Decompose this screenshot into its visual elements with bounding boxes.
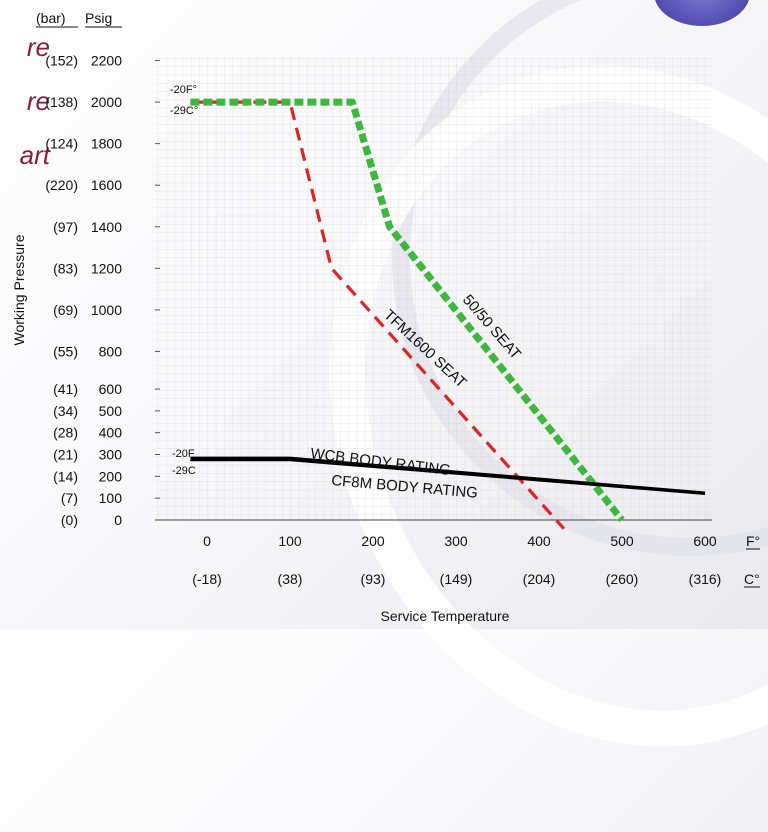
x-tick-c-label: (260) xyxy=(606,571,639,587)
y-tick-label: 100 xyxy=(99,490,123,506)
series-line xyxy=(190,100,566,530)
x-tick-label: 400 xyxy=(527,533,551,549)
y-tick-label: 1200 xyxy=(91,260,122,276)
y-tick-label: 1400 xyxy=(91,219,122,235)
side-title-fragment: re xyxy=(26,32,50,62)
series-line xyxy=(190,458,706,495)
y-tick-bar-label: (28) xyxy=(53,425,78,441)
y-unit-bar-label: (bar) xyxy=(36,10,66,26)
y-tick-bar-label: (34) xyxy=(53,403,78,419)
y-tick-label: 2000 xyxy=(91,94,122,110)
y-tick-bar-label: (69) xyxy=(53,302,78,318)
x-tick-label: 0 xyxy=(203,533,211,549)
y-tick-label: 300 xyxy=(99,447,123,463)
x-unit-f-label: F° xyxy=(746,533,760,549)
x-tick-c-label: (204) xyxy=(523,571,556,587)
y-tick-label: 1600 xyxy=(91,177,122,193)
x-tick-label: 100 xyxy=(278,533,302,549)
y-tick-label: 0 xyxy=(114,512,122,528)
x-axis-title: Service Temperature xyxy=(381,608,510,624)
x-tick-c-label: (316) xyxy=(689,571,722,587)
y-tick-label: 2200 xyxy=(91,53,122,69)
y-tick-bar-label: (41) xyxy=(53,381,78,397)
y-tick-label: 200 xyxy=(99,468,123,484)
annotation-top-f: -20F° xyxy=(170,84,197,96)
y-tick-bar-label: (138) xyxy=(45,94,78,110)
x-tick-label: 500 xyxy=(610,533,634,549)
y-tick-bar-label: (14) xyxy=(53,468,78,484)
x-tick-label: 300 xyxy=(444,533,468,549)
x-tick-label: 200 xyxy=(361,533,385,549)
plot-grid xyxy=(155,57,712,520)
x-tick-c-label: (93) xyxy=(361,571,386,587)
side-title-fragment: re xyxy=(26,86,50,116)
y-tick-label: 800 xyxy=(99,343,123,359)
y-tick-bar-label: (97) xyxy=(53,219,78,235)
pressure-temperature-chart: 0 (0) 100 (7) 200 (14) 300 (21) 400 (28) 500 (34) 60… xyxy=(11,10,760,624)
side-title-fragment: art xyxy=(19,140,50,170)
annotation-top-c: -29C° xyxy=(170,105,198,117)
y-tick-label: 600 xyxy=(99,381,123,397)
y-unit-psig-label: Psig xyxy=(85,10,112,26)
y-tick-bar-label: (152) xyxy=(45,53,78,69)
series-line xyxy=(190,456,706,494)
x-tick-c-label: (149) xyxy=(440,571,473,587)
x-tick-c-label: (-18) xyxy=(192,571,222,587)
y-tick-bar-label: (220) xyxy=(45,177,78,193)
series-line xyxy=(190,98,625,523)
y-tick-bar-label: (21) xyxy=(53,447,78,463)
y-axis-title: Working Pressure xyxy=(11,234,27,345)
y-tick-label: 1000 xyxy=(91,302,122,318)
y-tick-bar-label: (55) xyxy=(53,343,78,359)
y-tick-bar-label: (83) xyxy=(53,260,78,276)
x-tick-c-label: (38) xyxy=(278,571,303,587)
y-tick-label: 400 xyxy=(99,425,123,441)
y-tick-bar-label: (0) xyxy=(61,512,78,528)
x-unit-c-label: C° xyxy=(744,571,760,587)
y-tick-bar-label: (124) xyxy=(45,136,78,152)
y-tick-label: 1800 xyxy=(91,136,122,152)
annotation-low-f: -20F xyxy=(172,448,195,460)
y-tick-label: 500 xyxy=(99,403,123,419)
y-tick-bar-label: (7) xyxy=(61,490,78,506)
x-tick-label: 600 xyxy=(693,533,717,549)
annotation-low-c: -29C xyxy=(172,465,196,477)
